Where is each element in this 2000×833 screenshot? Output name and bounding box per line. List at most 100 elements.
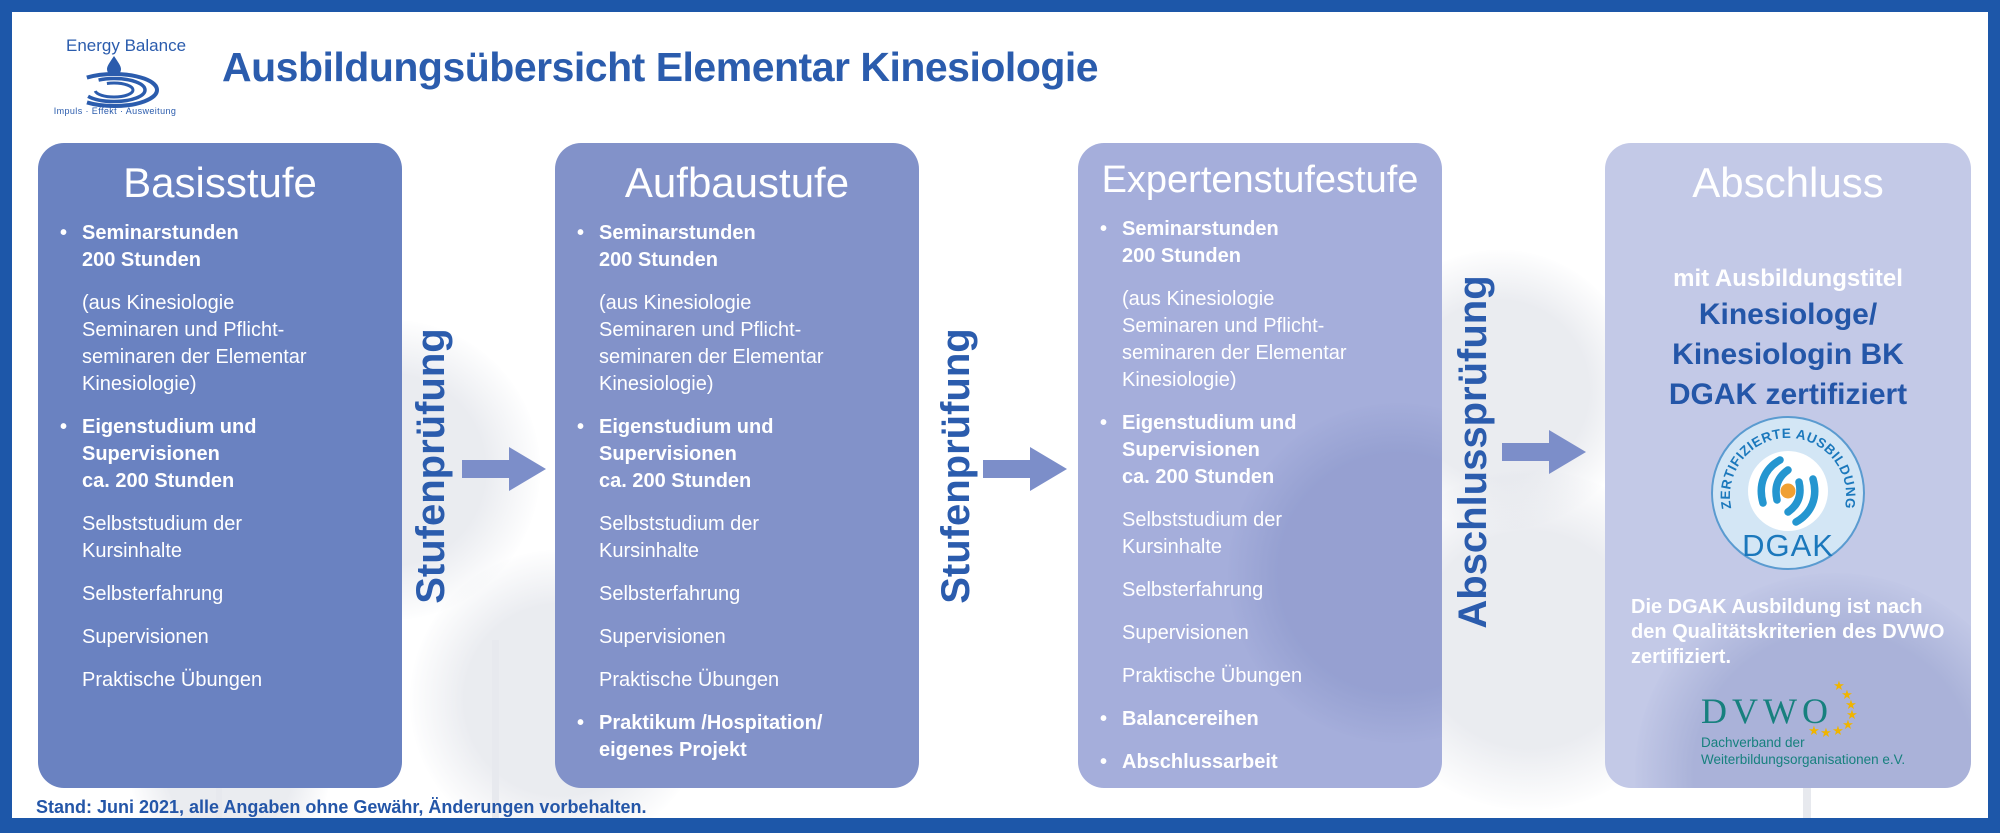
text-line: seminaren der Elementar bbox=[82, 346, 307, 369]
text-line: Seminaren und Pflicht- bbox=[1122, 314, 1325, 337]
stage-card-abschluss: Abschluss mit Ausbildungstitel Kinesiolo… bbox=[1605, 143, 1971, 788]
bullet-item: Praktikum /Hospitation/eigenes Projekt bbox=[577, 710, 905, 764]
energy-balance-logo-name: Energy Balance bbox=[66, 36, 187, 55]
svg-text:★: ★ bbox=[1842, 717, 1854, 732]
bullet-item: Abschlussarbeit bbox=[1100, 749, 1428, 776]
plain-item: Selbsterfahrung bbox=[599, 581, 905, 608]
page-title: Ausbildungsübersicht Elementar Kinesiolo… bbox=[222, 44, 1099, 90]
text-line: Supervisionen bbox=[1122, 621, 1249, 644]
stage-card-expertenstufe: Expertenstufestufe Seminarstunden 200 Stu… bbox=[1078, 143, 1442, 788]
text-line: Eigenstudium und bbox=[82, 416, 257, 439]
plain-item: Supervisionen bbox=[82, 624, 388, 651]
text-line: Selbsterfahrung bbox=[1122, 578, 1264, 601]
bullet-item: Balancereihen bbox=[1100, 706, 1428, 733]
text-line: Selbsterfahrung bbox=[82, 583, 224, 606]
text-line: Supervisionen bbox=[1122, 438, 1260, 461]
text-line: 200 Stunden bbox=[82, 249, 201, 272]
text-line: Selbsterfahrung bbox=[599, 583, 741, 606]
text-line: ca. 200 Stunden bbox=[1122, 465, 1275, 488]
bullet-item: Seminarstunden 200 Stunden bbox=[577, 220, 905, 274]
text-line: Supervisionen bbox=[599, 626, 726, 649]
text-line: DGAK zertifiziert bbox=[1668, 378, 1908, 411]
text-line: Balancereihen bbox=[1122, 707, 1259, 730]
text-line: Praktische Übungen bbox=[82, 669, 263, 692]
text-line: ca. 200 Stunden bbox=[599, 470, 752, 493]
award-subtitle: mit Ausbildungstitel bbox=[1673, 265, 1903, 292]
svg-text:★: ★ bbox=[1808, 723, 1820, 738]
badge-label: DGAK bbox=[1742, 528, 1834, 563]
text-line: seminaren der Elementar bbox=[1122, 341, 1347, 364]
text-line: zertifiziert. bbox=[1631, 646, 1732, 668]
plain-item: Selbsterfahrung bbox=[82, 581, 388, 608]
text-line: ca. 200 Stunden bbox=[82, 470, 235, 493]
svg-text:★: ★ bbox=[1841, 687, 1853, 702]
bullet-item: Eigenstudium und Supervisionen ca. 200 Stu… bbox=[60, 414, 388, 495]
energy-balance-ripple-icon bbox=[69, 56, 159, 108]
text-line: eigenes Projekt bbox=[599, 739, 747, 762]
bullet-item: Seminarstunden 200 Stunden bbox=[1100, 216, 1428, 270]
plain-item: Praktische Übungen bbox=[82, 667, 388, 694]
text-line: 200 Stunden bbox=[599, 249, 718, 272]
dandelion-stem bbox=[492, 640, 499, 818]
dvwo-stars-icon: ★★★ ★★★ ★★ bbox=[1808, 679, 1858, 740]
status-note: Stand: Juni 2021, alle Angaben ohne Gewä… bbox=[36, 797, 647, 817]
stage-item-list: Seminarstunden 200 Stunden (aus Kinesiolog… bbox=[1078, 216, 1442, 776]
plain-item: Selbststudium der Kursinhalte bbox=[1122, 507, 1428, 561]
text-line: Praktische Übungen bbox=[1122, 664, 1303, 687]
plain-item: Praktische Übungen bbox=[599, 667, 905, 694]
dvwo-logo-name: DVWO bbox=[1701, 691, 1833, 731]
text-line: (aus Kinesiologie bbox=[82, 292, 235, 315]
svg-text:★: ★ bbox=[1820, 725, 1832, 740]
energy-balance-logo-tagline: Impuls · Effekt · Ausweitung bbox=[53, 106, 177, 116]
dandelion-stem bbox=[216, 760, 222, 818]
arrow-right-icon bbox=[1502, 430, 1586, 474]
svg-text:★: ★ bbox=[1832, 723, 1844, 738]
text-line: Kursinhalte bbox=[1122, 535, 1223, 558]
dvwo-subline-1: Dachverband der bbox=[1701, 735, 1805, 750]
text-line: seminaren der Elementar bbox=[599, 346, 824, 369]
dvwo-certification-note: Die DGAK Ausbildung ist nach den Qualität… bbox=[1631, 595, 1955, 670]
plain-item: Selbsterfahrung bbox=[1122, 577, 1428, 604]
stage-title: Abschluss bbox=[1692, 159, 1884, 206]
text-line: Kinesiologe/ bbox=[1698, 298, 1878, 331]
dvwo-subline-2: Weiterbildungsorganisationen e.V. bbox=[1701, 752, 1905, 767]
plain-item: (aus Kinesiologie Seminaren und Pflicht-s… bbox=[1122, 286, 1428, 394]
stage-card-aufbaustufe: Aufbaustufe Seminarstunden 200 Stunden (au… bbox=[555, 143, 919, 788]
plain-item: Supervisionen bbox=[1122, 620, 1428, 647]
text-line: Supervisionen bbox=[599, 443, 737, 466]
connector-label-stufenpruefung-2: Stufenprüfung bbox=[934, 328, 978, 604]
text-line: Supervisionen bbox=[82, 443, 220, 466]
text-line: Seminarstunden bbox=[82, 222, 239, 245]
arrow-right-icon bbox=[983, 447, 1067, 491]
plain-item: Supervisionen bbox=[599, 624, 905, 651]
text-line: Kursinhalte bbox=[82, 540, 183, 563]
stage-item-list: Seminarstunden 200 Stunden (aus Kinesiolog… bbox=[38, 220, 402, 694]
text-line: Seminaren und Pflicht- bbox=[599, 319, 802, 342]
arrow-right-icon bbox=[462, 447, 546, 491]
text-line: Kinesiologie) bbox=[599, 373, 714, 396]
stage-title: Expertenstufestufe bbox=[1101, 159, 1419, 201]
plain-item: Selbststudium der Kursinhalte bbox=[599, 511, 905, 565]
text-line: Eigenstudium und bbox=[599, 416, 774, 439]
plain-item: (aus Kinesiologie Seminaren und Pflicht-s… bbox=[82, 290, 388, 398]
text-line: Seminarstunden bbox=[1122, 217, 1279, 240]
dvwo-logo: DVWO ★★★ ★★★ ★★ Dachverband der Weiterbi… bbox=[1701, 679, 1905, 767]
text-line: Die DGAK Ausbildung ist nach bbox=[1631, 596, 1923, 618]
award-title: Kinesiologe/Kinesiologin BK DGAK zertifiz… bbox=[1605, 295, 1971, 415]
text-line: Praktische Übungen bbox=[599, 669, 780, 692]
text-line: Selbststudium der bbox=[82, 513, 243, 536]
dgak-certification-badge: ZERTIFIZIERTE AUSBILDUNG DGAK bbox=[1711, 416, 1865, 570]
plain-item: Selbststudium der Kursinhalte bbox=[82, 511, 388, 565]
text-line: Kinesiologin BK bbox=[1672, 338, 1904, 371]
text-line: Seminaren und Pflicht- bbox=[82, 319, 285, 342]
text-line: Seminarstunden bbox=[599, 222, 756, 245]
bullet-item: Seminarstunden 200 Stunden bbox=[60, 220, 388, 274]
plain-item: Praktische Übungen bbox=[1122, 663, 1428, 690]
bullet-item: Eigenstudium und Supervisionen ca. 200 Stu… bbox=[577, 414, 905, 495]
text-line: (aus Kinesiologie bbox=[599, 292, 752, 315]
svg-text:★: ★ bbox=[1833, 679, 1845, 693]
text-line: Supervisionen bbox=[82, 626, 209, 649]
text-line: 200 Stunden bbox=[1122, 244, 1241, 267]
stage-item-list: Seminarstunden 200 Stunden (aus Kinesiolog… bbox=[555, 220, 919, 764]
